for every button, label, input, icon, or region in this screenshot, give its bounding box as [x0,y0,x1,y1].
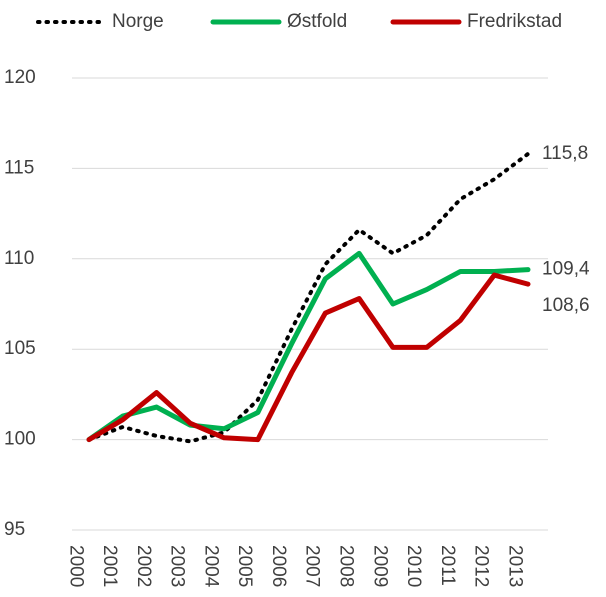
x-tick-label: 2006 [268,545,289,587]
x-tick-label: 2004 [200,545,221,588]
x-tick-label: 2011 [437,545,458,586]
data-label: 115,8 [542,143,588,164]
x-tick-label: 2008 [335,545,356,587]
legend-label: Østfold [287,11,347,32]
x-tick-label: 2013 [504,545,525,587]
x-tick-label: 2007 [302,545,323,587]
y-tick-label: 110 [4,248,34,269]
y-tick-label: 105 [4,338,36,359]
x-tick-label: 2005 [234,545,255,587]
x-tick-label: 2002 [133,545,154,587]
legend-label: Norge [112,11,164,32]
data-label: 109,4 [542,259,590,280]
series-line [86,272,531,443]
y-tick-label: 120 [4,67,36,88]
x-tick-label: 2012 [471,545,492,587]
x-tick-label: 2001 [99,545,120,587]
y-tick-label: 100 [4,429,36,450]
x-tick-label: 2010 [403,545,424,587]
y-tick-label: 115 [4,157,34,178]
x-tick-label: 2009 [369,545,390,587]
x-tick-label: 2003 [167,545,188,587]
x-tick-label: 2000 [65,545,86,587]
y-tick-label: 95 [4,519,25,540]
series-line [87,151,530,444]
legend-label: Fredrikstad [467,11,562,32]
series-line [86,250,531,443]
data-label: 108,6 [542,295,590,316]
